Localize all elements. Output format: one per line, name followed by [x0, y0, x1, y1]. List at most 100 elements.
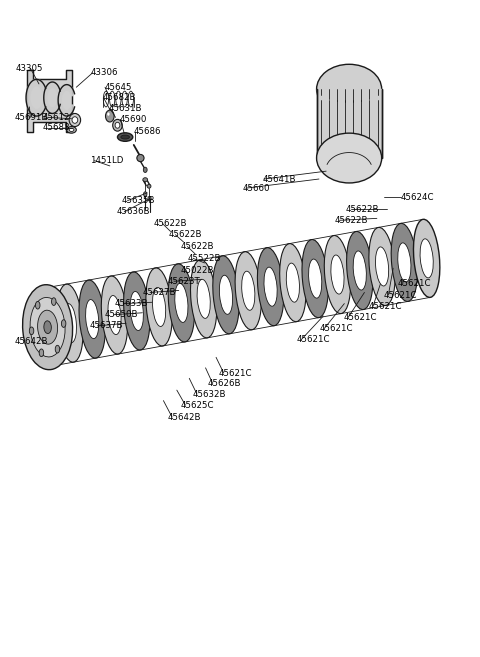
Ellipse shape — [420, 238, 433, 278]
Text: 43306: 43306 — [91, 68, 118, 78]
Text: 45642B: 45642B — [167, 413, 201, 422]
Text: 45690: 45690 — [120, 115, 147, 124]
Ellipse shape — [113, 120, 122, 131]
Text: 45631B: 45631B — [108, 104, 142, 113]
Text: 45622B: 45622B — [180, 242, 214, 251]
Ellipse shape — [121, 135, 130, 139]
Text: 45650B: 45650B — [105, 310, 139, 319]
Text: 45622B: 45622B — [168, 230, 202, 239]
Text: 45660: 45660 — [243, 184, 270, 193]
Ellipse shape — [118, 133, 133, 141]
Ellipse shape — [57, 284, 83, 362]
Polygon shape — [58, 85, 74, 116]
Ellipse shape — [286, 263, 300, 302]
Text: 45636B: 45636B — [117, 208, 150, 216]
Ellipse shape — [51, 298, 56, 306]
Ellipse shape — [61, 320, 66, 327]
Ellipse shape — [280, 244, 306, 322]
Ellipse shape — [106, 110, 114, 122]
Text: 1451LD: 1451LD — [90, 156, 123, 165]
Ellipse shape — [29, 327, 34, 334]
Text: 45637B: 45637B — [90, 321, 123, 330]
Ellipse shape — [168, 264, 194, 342]
Polygon shape — [26, 79, 46, 116]
Text: 43305: 43305 — [16, 64, 44, 73]
Ellipse shape — [44, 321, 51, 334]
Ellipse shape — [219, 275, 233, 314]
Text: 45641B: 45641B — [263, 175, 297, 183]
Polygon shape — [317, 89, 382, 158]
Ellipse shape — [115, 122, 120, 128]
Text: 45642B: 45642B — [15, 337, 48, 346]
Ellipse shape — [213, 256, 239, 334]
Ellipse shape — [72, 117, 78, 124]
Ellipse shape — [39, 349, 44, 357]
Ellipse shape — [85, 300, 99, 338]
Text: 45621C: 45621C — [398, 279, 432, 288]
Ellipse shape — [257, 248, 284, 326]
Ellipse shape — [148, 196, 151, 201]
Ellipse shape — [369, 227, 395, 306]
Text: 45624C: 45624C — [401, 193, 434, 202]
Text: 45633B: 45633B — [114, 299, 148, 308]
Polygon shape — [27, 70, 72, 132]
Ellipse shape — [23, 284, 72, 370]
Ellipse shape — [375, 247, 389, 286]
Ellipse shape — [101, 276, 128, 354]
Ellipse shape — [235, 252, 262, 330]
Ellipse shape — [191, 260, 217, 338]
Text: 45686: 45686 — [134, 127, 161, 136]
Ellipse shape — [143, 177, 148, 181]
Text: 45688: 45688 — [43, 124, 70, 132]
Ellipse shape — [317, 133, 382, 183]
Ellipse shape — [347, 231, 373, 309]
Polygon shape — [44, 82, 60, 114]
Ellipse shape — [69, 128, 74, 131]
Text: 45622B: 45622B — [345, 205, 379, 214]
Text: 45522B: 45522B — [187, 254, 221, 263]
Ellipse shape — [302, 240, 328, 317]
Ellipse shape — [108, 296, 121, 334]
Text: 45621C: 45621C — [384, 290, 417, 300]
Ellipse shape — [55, 346, 60, 353]
Text: 45622B: 45622B — [154, 219, 187, 228]
Text: 45635B: 45635B — [122, 196, 156, 205]
Text: 45682B: 45682B — [102, 93, 136, 102]
Text: 45621C: 45621C — [297, 335, 330, 344]
Ellipse shape — [353, 251, 366, 290]
Ellipse shape — [124, 272, 150, 350]
Text: 45645: 45645 — [105, 83, 132, 92]
Text: 45621C: 45621C — [343, 313, 377, 322]
Ellipse shape — [30, 298, 65, 357]
Text: 45622B: 45622B — [334, 215, 368, 225]
Ellipse shape — [242, 271, 255, 310]
Ellipse shape — [69, 114, 81, 127]
Text: 45623T: 45623T — [167, 277, 200, 286]
Text: 45625C: 45625C — [180, 401, 214, 410]
Ellipse shape — [144, 168, 147, 173]
Ellipse shape — [175, 283, 188, 323]
Text: 45022B: 45022B — [180, 265, 214, 275]
Ellipse shape — [398, 243, 411, 282]
Ellipse shape — [309, 259, 322, 298]
Ellipse shape — [153, 287, 166, 327]
Ellipse shape — [147, 184, 151, 188]
Ellipse shape — [107, 112, 109, 116]
Ellipse shape — [317, 64, 382, 114]
Text: 45632B: 45632B — [192, 390, 226, 399]
Ellipse shape — [144, 192, 147, 196]
Ellipse shape — [331, 255, 344, 294]
Ellipse shape — [324, 235, 351, 313]
Ellipse shape — [79, 280, 106, 358]
Text: 45621C: 45621C — [368, 302, 402, 311]
Ellipse shape — [130, 292, 144, 330]
Text: 45621C: 45621C — [320, 324, 353, 333]
Text: 45691B: 45691B — [15, 113, 48, 122]
Text: 45612: 45612 — [43, 113, 70, 122]
Ellipse shape — [37, 310, 58, 344]
Ellipse shape — [413, 219, 440, 298]
Ellipse shape — [67, 127, 76, 133]
Ellipse shape — [35, 288, 61, 366]
Ellipse shape — [137, 154, 144, 162]
Text: 45627B: 45627B — [143, 288, 176, 297]
